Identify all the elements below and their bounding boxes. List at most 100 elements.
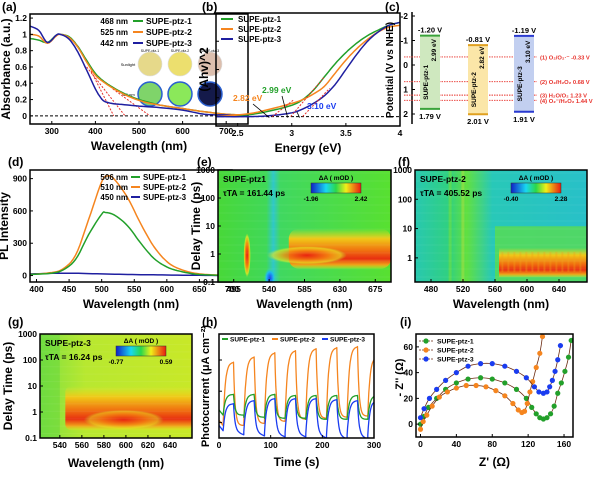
legend-label: SUPE-ptz-1 (146, 16, 192, 26)
signal-peak (266, 246, 347, 265)
x-tick-label: 4 (398, 128, 403, 138)
x-tick-label: 550 (127, 284, 141, 294)
data-point (477, 361, 484, 367)
data-point (417, 415, 424, 421)
bandgap-annotation: 2.99 eV (262, 85, 292, 95)
x-tick-label: 560 (488, 284, 502, 294)
annotation-pointer (252, 103, 270, 118)
x-tick-label: 640 (163, 440, 177, 450)
x-tick-label: 100 (264, 440, 278, 450)
band-sample-label: SUPE-ptz-1 (423, 64, 430, 99)
y-tick-label: 1 (22, 29, 27, 39)
legend-peak-value: 450 nm (100, 193, 128, 202)
data-point (434, 386, 440, 392)
panel-label: (f) (398, 155, 410, 169)
data-point (529, 404, 535, 410)
colorbar (115, 345, 167, 357)
data-point (463, 382, 469, 389)
panel-c: (c)-2 -1 0 1 2 Potential (V vs NHE) (1) O₂/O₂·… (385, 0, 593, 126)
x-tick-label: 3.5 (340, 128, 352, 138)
signal-stripe (537, 251, 540, 272)
data-point (426, 395, 433, 401)
panel-label: (i) (400, 315, 411, 329)
y-tick-label: 1000 (18, 329, 37, 339)
inset-sample-photo (137, 81, 163, 107)
data-point (489, 376, 495, 382)
x-tick-label: 675 (368, 284, 382, 294)
y-tick-label: 0.1 (203, 277, 215, 287)
data-point (521, 408, 528, 414)
y-tick-label: 0 (22, 271, 27, 281)
signal-stripe (573, 251, 576, 272)
x-tick-label: 640 (552, 284, 566, 294)
signal-stripe (513, 251, 516, 272)
data-point (420, 418, 426, 425)
panel-a: (a)SUPE-ptz-1 SUPE-ptz-2 SUPE-ptz-3Sunligh… (0, 0, 249, 153)
plot-frame (414, 169, 588, 283)
x-axis-label: Time (s) (274, 455, 320, 469)
y-tick-label: 300 (13, 238, 27, 248)
data-point (531, 384, 538, 390)
reference-level-label: (3) H₂O/O₂ 1.23 V (540, 94, 587, 100)
signal-stripe (507, 251, 510, 272)
band-rect (514, 35, 534, 112)
tangent-line (90, 70, 115, 117)
cb-potential-label: -1.19 V (512, 26, 536, 35)
signal-peak (243, 233, 251, 278)
data-point (527, 389, 533, 395)
x-tick-label: 160 (557, 439, 571, 449)
y-tick-label: 10 (28, 381, 38, 391)
y-tick-label: 20 (404, 393, 414, 403)
data-point (536, 389, 542, 395)
signal-stripe (448, 170, 452, 282)
y-tick-label: -1 (400, 36, 408, 46)
reference-level-label: (4) O₂⁻/H₂O₂ 1.44 V (540, 99, 593, 105)
data-point (513, 368, 520, 374)
legend-marker (423, 347, 429, 353)
y-tick-label: 1 (32, 407, 37, 417)
series-line-supe-ptz-2 (29, 175, 233, 277)
y-tick-label: 100 (201, 193, 215, 203)
signal-stripe (525, 251, 528, 272)
inset-column-label: SUPE-ptz-1 (141, 49, 160, 53)
y-tick-label: 1 (407, 253, 412, 263)
y-axis-label: PL Intensity (0, 192, 11, 260)
lifetime-label: τTA = 161.44 ps (223, 188, 285, 198)
data-point (429, 403, 435, 409)
legend-label: SUPE-ptz-3 (143, 193, 187, 202)
x-tick-label: 120 (521, 439, 535, 449)
x-tick-label: 300 (367, 440, 381, 450)
data-point (502, 380, 508, 386)
x-axis-label: Wavelength (nm) (68, 456, 164, 470)
x-axis-label: Wavelength (nm) (83, 297, 179, 311)
legend-label: SUPE-ptz-1 (238, 15, 282, 24)
y-tick-label: 1 (210, 249, 215, 259)
band-rect (468, 45, 488, 115)
legend-label: SUPE-ptz-1 (143, 173, 187, 182)
legend-label: SUPE-ptz-3 (146, 38, 192, 48)
legend-label: SUPE-ptz-1 (230, 337, 265, 344)
y-tick-label: 10 (403, 224, 413, 234)
signal-stripe (543, 251, 546, 272)
y-tick-label: 1000 (196, 165, 215, 175)
inset-sample-photo (167, 51, 193, 77)
y-tick-label: 0.1 (25, 433, 37, 443)
panel-label: (c) (385, 0, 400, 14)
x-tick-label: 495 (227, 284, 241, 294)
sample-title: SUPE-ptz-3 (45, 338, 91, 348)
colorbar (510, 182, 562, 194)
legend-label: SUPE-ptz-2 (437, 348, 474, 355)
heatmap-area (40, 334, 192, 438)
y-tick-label: 40 (404, 368, 414, 378)
panel-d: (d) 400 450 500 550 600 650 700 0 300 600 900 Wavele… (0, 155, 239, 311)
data-point (515, 407, 521, 413)
lifetime-label: τTA = 405.52 ps (420, 188, 482, 198)
x-tick-label: 700 (225, 284, 239, 294)
series-line-supe-ptz-1 (215, 21, 401, 118)
data-point (523, 395, 529, 401)
data-point (436, 394, 442, 400)
inset-column-label: SUPE-ptz-2 (171, 49, 190, 53)
lifetime-label: τTA = 16.24 ps (45, 352, 103, 362)
x-axis-label: Wavelength (nm) (453, 297, 549, 311)
